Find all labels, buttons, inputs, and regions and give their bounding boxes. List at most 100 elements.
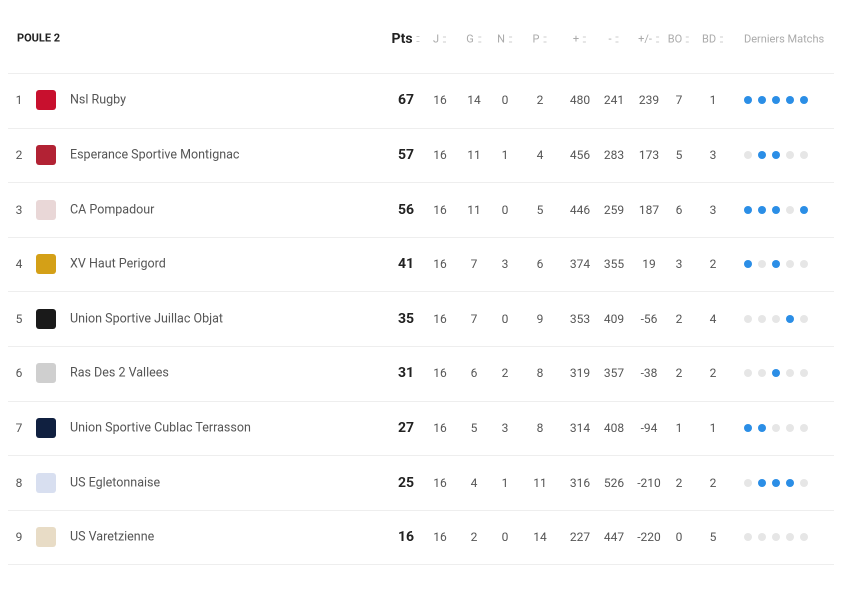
stat-plus: 319 — [569, 366, 591, 381]
column-header[interactable]: BO — [668, 33, 691, 46]
column-header[interactable]: +/- — [638, 33, 660, 46]
sort-icon[interactable] — [542, 35, 548, 44]
recent-match-dot — [758, 314, 766, 323]
stat-n: 0 — [501, 202, 509, 217]
column-header[interactable]: + — [573, 33, 588, 46]
stat-n: 3 — [501, 420, 509, 435]
points: 35 — [397, 310, 415, 327]
stat-plus: 480 — [569, 93, 591, 108]
sort-icon[interactable] — [476, 35, 482, 44]
stat-minus: 259 — [603, 202, 625, 217]
sort-icon[interactable] — [507, 35, 513, 44]
stat-plus: 353 — [569, 311, 591, 326]
stat-plus: 456 — [569, 147, 591, 162]
team-name[interactable]: Esperance Sportive Montignac — [70, 147, 240, 163]
stat-p: 14 — [533, 530, 547, 545]
recent-match-dot — [772, 478, 780, 487]
recent-match-dot — [758, 423, 766, 432]
team-name[interactable]: Union Sportive Cublac Terrasson — [70, 420, 251, 436]
points: 31 — [397, 365, 415, 382]
stat-g: 6 — [470, 366, 478, 381]
column-header[interactable]: G — [466, 33, 482, 46]
row-separator — [8, 400, 834, 402]
points: 25 — [397, 474, 415, 491]
team-logo — [36, 199, 56, 220]
stat-j: 16 — [433, 257, 447, 272]
stat-minus: 447 — [603, 530, 625, 545]
stat-bo: 2 — [675, 311, 683, 326]
stat-bd: 1 — [709, 93, 717, 108]
team-name[interactable]: CA Pompadour — [70, 202, 155, 217]
team-name[interactable]: Union Sportive Juillac Objat — [70, 311, 223, 327]
sort-icon[interactable] — [442, 35, 448, 44]
column-header[interactable]: BD — [702, 33, 725, 46]
recent-match-dot — [800, 205, 808, 214]
recent-match-dot — [800, 314, 808, 323]
stat-bo: 2 — [675, 366, 683, 381]
sort-icon[interactable] — [685, 35, 691, 44]
stat-plus: 314 — [569, 420, 591, 435]
stat-minus: 355 — [603, 257, 625, 272]
column-header[interactable]: P — [533, 33, 548, 46]
column-header[interactable]: N — [497, 33, 513, 46]
team-name[interactable]: US Egletonnaise — [70, 475, 161, 490]
team-logo — [36, 417, 56, 438]
recent-match-dot — [772, 533, 780, 542]
column-header[interactable]: Pts — [391, 31, 421, 47]
points: 41 — [397, 256, 415, 273]
recent-match-dot — [800, 533, 808, 542]
team-logo — [36, 527, 56, 548]
sort-icon[interactable] — [719, 35, 725, 44]
sort-icon[interactable] — [582, 35, 588, 44]
stat-n: 0 — [501, 93, 509, 108]
stat-g: 2 — [470, 530, 478, 545]
stat-diff: -38 — [640, 366, 658, 381]
recent-match-dot — [772, 314, 780, 323]
recent-match-dot — [800, 260, 808, 269]
recent-match-dot — [772, 96, 780, 105]
stat-g: 11 — [467, 202, 481, 217]
recent-match-dot — [800, 478, 808, 487]
stat-g: 7 — [470, 257, 478, 272]
recent-match-dot — [786, 478, 794, 487]
recent-match-dot — [786, 314, 794, 323]
stat-bd: 4 — [709, 311, 717, 326]
stat-p: 8 — [536, 366, 544, 381]
stat-minus: 357 — [603, 366, 625, 381]
sort-icon[interactable] — [614, 35, 620, 44]
sort-icon[interactable] — [654, 35, 660, 44]
stat-j: 16 — [433, 530, 447, 545]
recent-match-dot — [744, 533, 752, 542]
column-header[interactable]: J — [433, 33, 448, 46]
recent-match-dot — [744, 150, 752, 159]
stat-diff: 239 — [638, 93, 660, 108]
recent-match-dot — [786, 96, 794, 105]
team-name[interactable]: Nsl Rugby — [70, 92, 126, 108]
column-header[interactable]: - — [608, 33, 620, 46]
stat-bo: 2 — [675, 475, 683, 490]
team-logo — [36, 90, 56, 111]
stat-bo: 1 — [675, 420, 683, 435]
sort-icon[interactable] — [415, 35, 421, 44]
stat-plus: 446 — [569, 202, 591, 217]
team-name[interactable]: Ras Des 2 Vallees — [70, 365, 169, 381]
recent-match-dot — [786, 533, 794, 542]
recent-match-dot — [772, 205, 780, 214]
team-logo — [36, 144, 56, 165]
stat-g: 5 — [470, 420, 478, 435]
stat-bd: 3 — [709, 202, 717, 217]
stat-bd: 2 — [709, 366, 717, 381]
team-name[interactable]: US Varetzienne — [70, 529, 155, 545]
rank: 5 — [15, 311, 23, 326]
recent-match-dot — [772, 150, 780, 159]
points: 16 — [397, 529, 415, 546]
stat-j: 16 — [433, 93, 447, 108]
rank: 3 — [15, 202, 23, 217]
stat-minus: 409 — [603, 311, 625, 326]
recent-match-dot — [786, 423, 794, 432]
stat-bd: 2 — [709, 475, 717, 490]
team-name[interactable]: XV Haut Perigord — [70, 256, 166, 272]
rank: 9 — [15, 530, 23, 545]
recent-match-dot — [786, 205, 794, 214]
stat-p: 8 — [536, 420, 544, 435]
